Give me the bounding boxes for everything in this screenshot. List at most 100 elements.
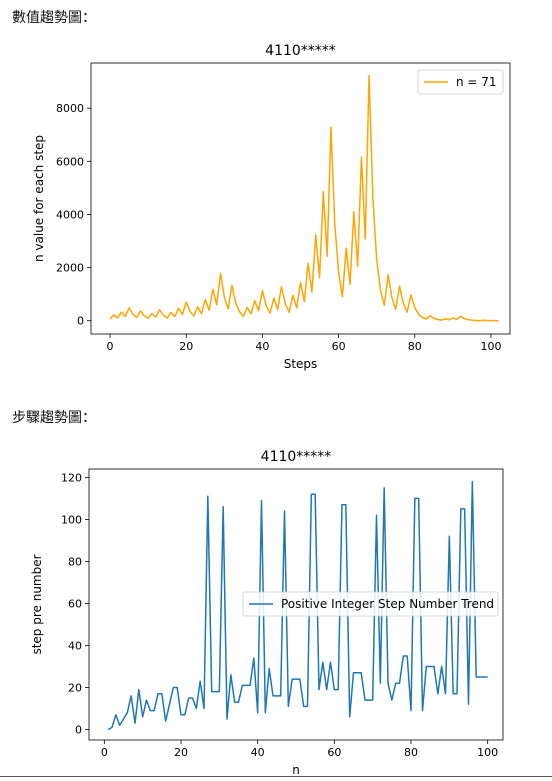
data-point (410, 710, 411, 711)
plot-frame (88, 468, 504, 741)
data-point (157, 693, 158, 694)
data-point (230, 674, 231, 675)
data-point (479, 676, 480, 677)
y-tick-label: 4000 (56, 208, 84, 221)
data-point (150, 710, 151, 711)
plot-frame (90, 62, 511, 335)
data-point (215, 691, 216, 692)
data-point (456, 693, 457, 694)
data-point (368, 699, 369, 700)
legend-label: Positive Integer Step Number Trend (281, 597, 494, 611)
y-tick-label: 60 (68, 597, 82, 610)
x-tick-label: 100 (480, 340, 501, 353)
data-point (445, 693, 446, 694)
y-tick-label: 0 (75, 723, 82, 736)
value-trend-chart: 4110***** 0 20 40 60 80 100 0 2000 4000 6000 8000 St… (32, 43, 511, 371)
data-point (280, 695, 281, 696)
data-point (464, 508, 465, 509)
data-point (123, 718, 124, 719)
data-point (418, 498, 419, 499)
data-point (138, 689, 139, 690)
data-point (292, 678, 293, 679)
data-point (472, 481, 473, 482)
x-tick-label: 40 (251, 746, 265, 759)
data-point (391, 699, 392, 700)
data-point (334, 689, 335, 690)
chart-title: 4110***** (265, 43, 336, 59)
data-point (353, 672, 354, 673)
data-point (449, 536, 450, 537)
data-point (384, 487, 385, 488)
legend-box (242, 591, 499, 617)
data-point (330, 662, 331, 663)
y-tick-label: 8000 (56, 102, 84, 115)
data-point (426, 666, 427, 667)
data-point (115, 714, 116, 715)
data-point (322, 662, 323, 663)
data-point (257, 712, 258, 713)
x-axis-label: Steps (284, 357, 318, 371)
x-tick-label: 60 (332, 340, 346, 353)
data-point (272, 695, 273, 696)
data-point (295, 678, 296, 679)
y-tick-label: 100 (61, 513, 82, 526)
data-point (487, 676, 488, 677)
x-tick-label: 60 (327, 746, 341, 759)
data-point (387, 683, 388, 684)
y-axis-label: n value for each step (32, 135, 46, 262)
data-point (476, 676, 477, 677)
data-point (399, 683, 400, 684)
section-label-step-trend: 步驟趨勢圖： (12, 410, 96, 426)
data-point (211, 691, 212, 692)
data-point (184, 714, 185, 715)
data-point (173, 687, 174, 688)
data-point (395, 683, 396, 684)
data-point (288, 706, 289, 707)
y-tick-label: 2000 (56, 262, 84, 275)
data-point (341, 504, 342, 505)
series-line (109, 74, 499, 322)
data-point (303, 706, 304, 707)
data-point (349, 716, 350, 717)
data-point (134, 723, 135, 724)
data-point (226, 718, 227, 719)
data-point (311, 494, 312, 495)
chart-title: 4110***** (261, 449, 332, 465)
data-point (441, 666, 442, 667)
data-point (437, 693, 438, 694)
data-point (433, 666, 434, 667)
data-point (276, 695, 277, 696)
data-point (307, 706, 308, 707)
data-point (203, 708, 204, 709)
divider (0, 776, 552, 777)
data-point (219, 691, 220, 692)
data-point (422, 710, 423, 711)
data-point (119, 725, 120, 726)
data-point (376, 515, 377, 516)
data-point (315, 494, 316, 495)
y-tick-label: 6000 (56, 155, 84, 168)
x-tick-label: 0 (101, 746, 108, 759)
data-point (207, 496, 208, 497)
y-tick-label: 20 (68, 681, 82, 694)
x-tick-label: 80 (404, 746, 418, 759)
x-tick-label: 40 (255, 340, 269, 353)
x-tick-label: 100 (477, 746, 498, 759)
data-point (326, 689, 327, 690)
data-point (414, 498, 415, 499)
data-point (131, 695, 132, 696)
legend-box (417, 69, 504, 95)
data-point (483, 676, 484, 677)
x-tick-label: 80 (408, 340, 422, 353)
x-tick-label: 20 (174, 746, 188, 759)
data-point (196, 708, 197, 709)
data-point (468, 704, 469, 705)
data-point (111, 727, 112, 728)
data-point (460, 508, 461, 509)
data-point (299, 678, 300, 679)
data-point (318, 689, 319, 690)
data-point (265, 712, 266, 713)
data-point (169, 704, 170, 705)
data-point (142, 716, 143, 717)
